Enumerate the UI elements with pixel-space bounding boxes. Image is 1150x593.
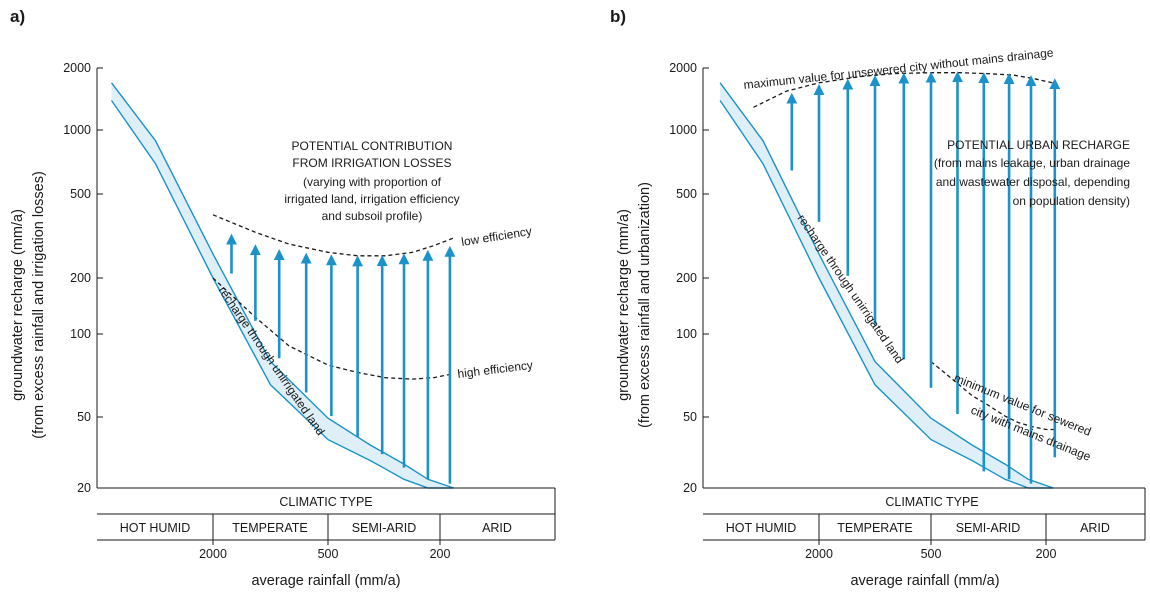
y-tick-label: 50 <box>683 410 697 424</box>
x-tick-label: 200 <box>1036 547 1057 561</box>
panel-label: a) <box>10 7 25 26</box>
recharge-band-lower-edge <box>110 100 454 489</box>
climatic-type: HOT HUMID <box>120 521 191 535</box>
curve-label: maximum value for unsewered city without… <box>743 45 1055 92</box>
y-tick-label: 500 <box>70 187 91 201</box>
x-tick-label: 500 <box>921 547 942 561</box>
y-tick-label: 1000 <box>63 123 91 137</box>
x-tick-label: 2000 <box>199 547 227 561</box>
x-axis-title: average rainfall (mm/a) <box>251 573 400 589</box>
y-tick-label: 100 <box>676 327 697 341</box>
y-tick-label: 2000 <box>63 61 91 75</box>
y-tick-label: 200 <box>676 271 697 285</box>
minimum-sewered-curve <box>930 361 1058 431</box>
climatic-header: CLIMATIC TYPE <box>279 495 372 509</box>
y-axis-title: groundwater recharge (mm/a) (from excess… <box>10 171 47 439</box>
recharge-band-lower-edge <box>719 100 1054 489</box>
y-axis-title-line-2: (from excess rainfall and irrigation los… <box>31 171 47 439</box>
band-label: recharge through unirrigated land <box>795 212 907 366</box>
annotation-line: and wastewater disposal, depending <box>936 175 1130 189</box>
y-tick-label: 500 <box>676 187 697 201</box>
recharge-arrows <box>786 71 1061 484</box>
climatic-type: SEMI-ARID <box>352 521 417 535</box>
x-axis: 2000 500 200 average rainfall (mm/a) <box>805 547 1056 589</box>
low-efficiency-curve <box>212 214 454 257</box>
chart-panel-a: a) groundwater recharge (mm/a) (from exc… <box>10 7 556 589</box>
climatic-type: ARID <box>1080 521 1110 535</box>
data-layer <box>110 82 456 489</box>
annotation-line: (from mains leakage, urban drainage <box>934 156 1130 170</box>
annotation-line: (varying with proportion of <box>303 175 442 189</box>
data-layer <box>719 71 1061 489</box>
climatic-type: HOT HUMID <box>726 521 797 535</box>
climatic-header: CLIMATIC TYPE <box>885 495 978 509</box>
annotation-line: FROM IRRIGATION LOSSES <box>292 156 451 170</box>
y-tick-label: 1000 <box>669 123 697 137</box>
x-tick-label: 500 <box>318 547 339 561</box>
y-axis-title-line-1: groundwater recharge (mm/a) <box>10 209 26 401</box>
recharge-arrows <box>226 233 456 484</box>
climatic-table: CLIMATIC TYPE HOT HUMID TEMPERATE SEMI-A… <box>703 487 1146 545</box>
climatic-type: ARID <box>482 521 512 535</box>
y-tick-label: 20 <box>77 481 91 495</box>
y-axis: 2000 1000 500 200 100 50 20 <box>669 61 709 495</box>
y-axis: 2000 1000 500 200 100 50 20 <box>63 61 103 495</box>
y-tick-label: 100 <box>70 327 91 341</box>
climatic-type: TEMPERATE <box>837 521 912 535</box>
x-axis-title: average rainfall (mm/a) <box>850 573 999 589</box>
x-tick-label: 2000 <box>805 547 833 561</box>
band-label: recharge through unirrigated land <box>216 284 328 438</box>
y-axis-title: groundwater recharge (mm/a) (from excess… <box>616 182 653 428</box>
curve-label: high efficiency <box>457 358 534 381</box>
climatic-type: SEMI-ARID <box>956 521 1021 535</box>
annotation-line: and subsoil profile) <box>322 209 423 223</box>
annotation-line: on population density) <box>1013 194 1130 208</box>
annotation-line: irrigated land, irrigation efficiency <box>284 192 459 206</box>
y-tick-label: 2000 <box>669 61 697 75</box>
climatic-type: TEMPERATE <box>232 521 307 535</box>
curve-label: low efficiency <box>460 224 532 249</box>
x-axis: 2000 500 200 average rainfall (mm/a) <box>199 547 450 589</box>
y-axis-title-line-2: (from excess rainfall and urbanization) <box>637 182 653 428</box>
annotation-line: POTENTIAL URBAN RECHARGE <box>947 138 1130 152</box>
recharge-band-upper-edge <box>719 82 1054 489</box>
chart-panel-b: b) groundwater recharge (mm/a) (from exc… <box>610 7 1146 589</box>
y-tick-label: 20 <box>683 481 697 495</box>
x-tick-label: 200 <box>430 547 451 561</box>
annotation-block: POTENTIAL URBAN RECHARGE (from mains lea… <box>934 138 1130 208</box>
recharge-band-upper-edge <box>110 82 454 489</box>
climatic-table: CLIMATIC TYPE HOT HUMID TEMPERATE SEMI-A… <box>97 487 556 545</box>
y-tick-label: 200 <box>70 271 91 285</box>
annotation-block: POTENTIAL CONTRIBUTION FROM IRRIGATION L… <box>284 139 459 223</box>
annotation-line: POTENTIAL CONTRIBUTION <box>292 139 453 153</box>
y-tick-label: 50 <box>77 410 91 424</box>
y-axis-title-line-1: groundwater recharge (mm/a) <box>616 209 632 401</box>
panel-label: b) <box>610 7 626 26</box>
